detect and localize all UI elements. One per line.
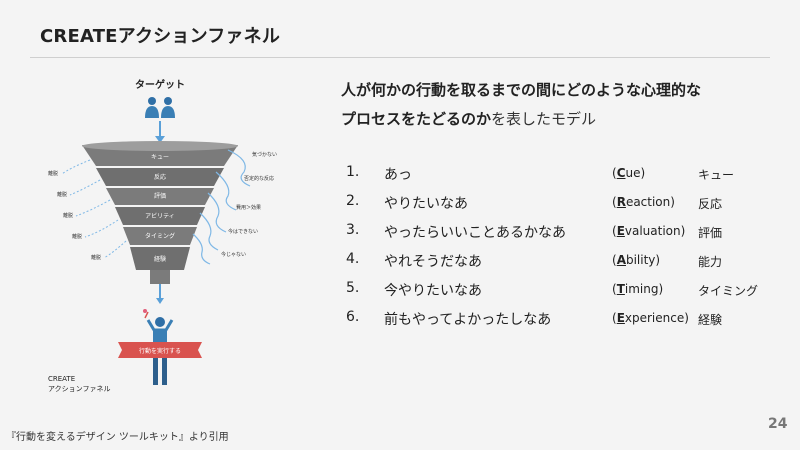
funnel-layer-cue: キュー <box>151 154 169 161</box>
title-divider <box>30 57 770 58</box>
step-item-evaluation: 3. やったらいいことあるかなあ (Evaluation) 評価 <box>346 222 723 241</box>
down-arrow-icon <box>155 121 165 143</box>
create-funnel-diagram: ターゲット キュー 反応 評価 アビリティ タイミング 経験 離脱 離脱 離脱 … <box>48 78 277 393</box>
step-item-ability: 4. やれそうだなあ (Ability) 能力 <box>346 251 723 270</box>
funnel-body <box>82 141 238 284</box>
slide-title: CREATEアクションファネル <box>40 26 281 47</box>
lead-line-2: プロセスをたどるのかを表したモデル <box>341 110 597 128</box>
right-drop-label: 気づかない <box>252 151 277 158</box>
drip-icon <box>156 284 164 304</box>
step-english-term: (Cue) <box>612 166 646 180</box>
step-english-term: (Ability) <box>612 253 661 267</box>
step-english-term: (Reaction) <box>612 195 675 209</box>
step-item-timing: 5. 今やりたいなあ (Timing) タイミング <box>346 280 759 299</box>
left-drop-label: 離脱 <box>91 254 101 261</box>
step-item-experience: 6. 前もやってよかったしなあ (Experience) 経験 <box>346 309 723 328</box>
funnel-layer-ability: アビリティ <box>145 212 175 220</box>
right-drop-label: 今じゃない <box>221 251 246 258</box>
left-drop-label: 離脱 <box>57 191 67 198</box>
source-citation: 『行動を変えるデザイン ツールキット』より引用 <box>6 432 229 443</box>
funnel-layer-experience: 経験 <box>154 255 166 263</box>
funnel-layer-timing: タイミング <box>145 232 175 240</box>
right-drop-label: 否定的な反応 <box>244 175 274 182</box>
right-drop-label: 費用＞効果 <box>236 204 261 211</box>
funnel-caption-line2: アクションファネル <box>48 385 110 393</box>
funnel-layer-evaluation: 評価 <box>154 192 166 200</box>
lead-line-1: 人が何かの行動を取るまでの間にどのような心理的な <box>341 81 702 99</box>
left-drop-label: 離脱 <box>63 212 73 219</box>
step-item-cue: 1. あっ (Cue) キュー <box>346 164 735 183</box>
step-item-reaction: 2. やりたいなあ (Reaction) 反応 <box>346 193 723 212</box>
funnel-caption-line1: CREATE <box>48 375 75 383</box>
left-drop-label: 離脱 <box>48 170 58 177</box>
lead-text: 人が何かの行動を取るまでの間にどのような心理的な プロセスをたどるのかを表したモ… <box>341 76 701 134</box>
step-english-term: (Timing) <box>612 282 664 296</box>
action-banner: 行動を実行する <box>118 342 202 358</box>
left-drip-lines-icon <box>61 159 127 259</box>
left-drop-label: 離脱 <box>72 233 82 240</box>
funnel-target-label: ターゲット <box>135 78 185 91</box>
right-spill-icon <box>192 149 251 265</box>
funnel-layer-reaction: 反応 <box>154 173 166 181</box>
step-english-term: (Evaluation) <box>612 224 686 238</box>
action-banner-label: 行動を実行する <box>139 347 181 355</box>
step-english-term: (Experience) <box>612 311 689 325</box>
target-people-icon <box>145 97 175 118</box>
right-drop-label: 今はできない <box>228 228 258 235</box>
page-number: 24 <box>768 416 788 432</box>
